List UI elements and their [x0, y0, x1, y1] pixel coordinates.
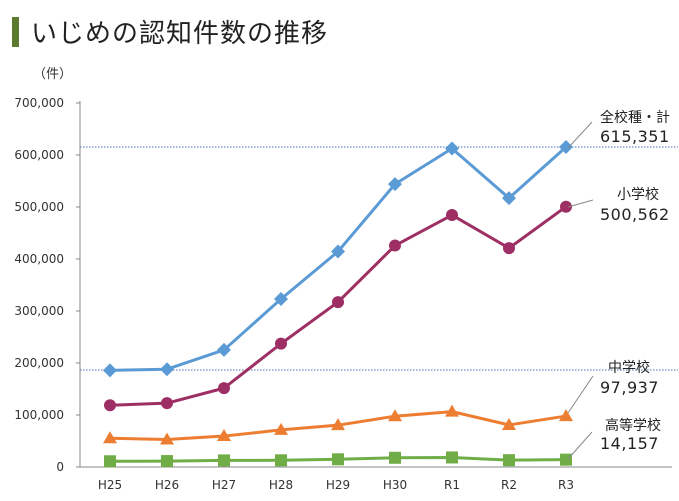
data-point-circle	[446, 209, 458, 222]
data-point-diamond	[502, 191, 516, 206]
data-point-diamond	[388, 177, 402, 192]
y-tick-label: 200,000	[14, 356, 64, 370]
series-name-label: 小学校	[617, 186, 659, 203]
data-point-diamond	[274, 291, 288, 306]
data-point-diamond	[331, 244, 345, 259]
data-point-circle	[161, 397, 173, 410]
data-point-square	[446, 451, 458, 464]
data-point-square	[161, 455, 173, 468]
series-name-label: 全校種・計	[600, 109, 670, 126]
reference-lines	[80, 146, 678, 371]
title-accent-bar	[12, 17, 19, 47]
label-leader-line	[567, 121, 593, 149]
data-point-diamond	[559, 140, 573, 155]
y-axis-unit-label: （件）	[33, 67, 72, 82]
label-leader-line	[567, 375, 594, 414]
label-leader-line	[567, 199, 594, 208]
data-point-diamond	[445, 141, 459, 156]
data-point-triangle	[160, 432, 174, 445]
data-point-triangle	[331, 418, 345, 431]
data-point-circle	[218, 382, 230, 395]
x-tick-label: H30	[383, 478, 407, 492]
y-tick-label: 600,000	[14, 148, 64, 162]
label-leader-line	[567, 431, 593, 460]
y-tick-label: 700,000	[14, 96, 64, 110]
y-tick-label: 100,000	[14, 408, 64, 422]
series-circle	[104, 200, 572, 412]
data-point-triangle	[502, 417, 516, 430]
data-point-circle	[104, 399, 116, 412]
chart-series	[103, 140, 573, 468]
data-point-triangle	[445, 404, 459, 417]
data-point-square	[560, 453, 572, 466]
data-point-square	[389, 451, 401, 464]
data-point-diamond	[217, 342, 231, 357]
x-tick-label: R3	[558, 478, 574, 492]
chart-axes: 0 100,000 200,000 300,000 400,000 500,000 600,…	[14, 96, 672, 492]
series-square	[104, 451, 572, 468]
series-value-label: 500,562	[600, 205, 670, 224]
y-tick-label: 300,000	[14, 304, 64, 318]
data-point-square	[503, 454, 515, 467]
data-point-triangle	[388, 409, 402, 422]
series-value-label: 14,157	[600, 434, 659, 453]
x-tick-label: H29	[326, 478, 350, 492]
y-tick-label: 0	[56, 460, 64, 474]
data-point-triangle	[274, 422, 288, 435]
series-diamond	[103, 140, 573, 378]
x-tick-label: R2	[501, 478, 517, 492]
data-point-square	[332, 453, 344, 466]
series-name-label: 中学校	[608, 359, 650, 376]
series-line	[109, 145, 568, 372]
data-point-circle	[503, 242, 515, 255]
y-tick-label: 400,000	[14, 252, 64, 266]
page-title: いじめの認知件数の推移	[31, 19, 329, 49]
data-point-triangle	[217, 429, 231, 442]
x-tick-label: R1	[444, 478, 460, 492]
data-point-circle	[389, 239, 401, 252]
data-point-diamond	[160, 362, 174, 377]
data-point-triangle	[103, 431, 117, 444]
series-name-label: 高等学校	[605, 417, 661, 434]
x-tick-label: H27	[212, 478, 236, 492]
series-value-label: 615,351	[600, 127, 670, 146]
data-point-triangle	[559, 409, 573, 422]
data-point-diamond	[103, 363, 117, 378]
data-point-square	[218, 454, 230, 467]
x-tick-label: H25	[98, 478, 122, 492]
data-point-square	[104, 455, 116, 468]
x-tick-label: H26	[155, 478, 179, 492]
data-point-square	[275, 454, 287, 467]
series-value-label: 97,937	[600, 378, 659, 397]
x-tick-label: H28	[269, 478, 293, 492]
data-point-circle	[560, 200, 572, 213]
y-tick-label: 500,000	[14, 200, 64, 214]
series-triangle	[103, 404, 573, 445]
data-point-circle	[275, 337, 287, 350]
data-point-circle	[332, 296, 344, 309]
